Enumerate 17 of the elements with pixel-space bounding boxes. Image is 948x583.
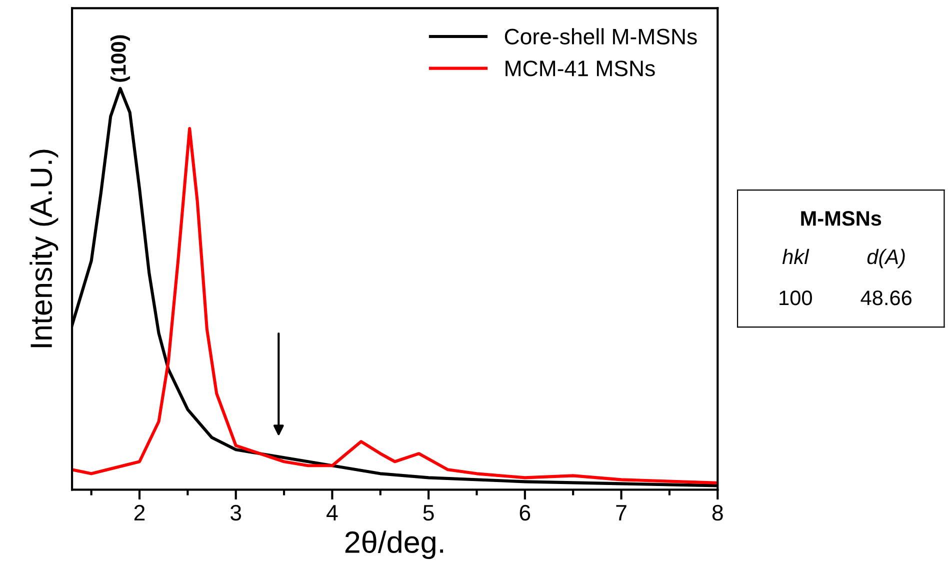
y-axis-title: Intensity (A.U.) [30,150,58,348]
x-tick-label: 8 [712,504,723,521]
x-tick-label: 6 [520,504,530,521]
x-tick-label: 2 [134,504,145,520]
x-tick-label: 5 [423,505,434,521]
legend-label: Core-shell M-MSNs [504,28,697,44]
x-axis-title: 2θ/deg. [345,530,444,560]
text: 48.66 [860,290,912,306]
legend-label: MCM-41 MSNs [506,60,655,76]
annotation: (100) [110,35,130,82]
x-tick-label: 3 [230,504,242,521]
x-tick-label: 7 [616,505,626,520]
x-tick-label: 4 [326,505,338,520]
text: hkl [782,248,810,264]
text: M-MSNs [801,211,882,226]
text: d(A) [867,248,905,268]
text: 100 [780,290,812,306]
